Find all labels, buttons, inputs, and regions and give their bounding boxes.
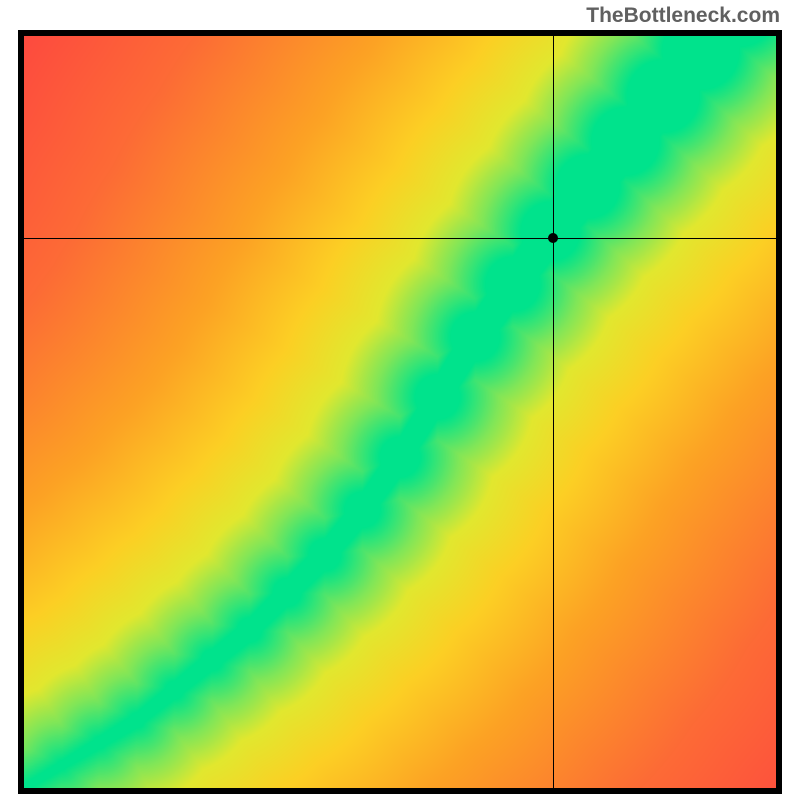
plot-area: [24, 36, 776, 788]
chart-frame: [18, 30, 782, 794]
watermark-text: TheBottleneck.com: [586, 4, 780, 28]
heatmap-canvas: [24, 36, 776, 788]
